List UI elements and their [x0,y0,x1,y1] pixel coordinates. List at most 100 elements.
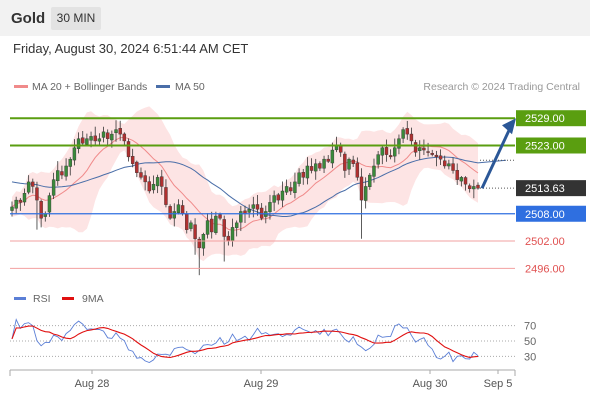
candle-body [239,211,243,223]
candle-body [351,159,355,164]
candle-body [322,158,326,169]
candle-body [130,155,135,164]
candle-body [110,133,114,141]
target-label: 2502.00 [525,236,565,248]
candle-body [64,165,68,177]
candle-body [268,202,272,213]
candle-body [451,163,455,171]
candle-body [39,201,43,219]
candle-body [22,193,27,203]
candle-body [376,154,380,165]
candle-body [438,155,443,160]
candle-body [105,132,110,139]
chart-timestamp: Friday, August 30, 2024 6:51:44 AM CET [13,41,249,56]
candle-body [472,186,476,190]
rsi-legend: RSI 9MA [14,293,104,305]
candle-body [10,206,14,211]
candle-body [18,199,23,203]
candle-body [47,195,52,213]
candle-body [185,214,189,230]
candle-body [35,187,39,201]
candle-body [226,235,231,242]
candle-body [193,224,197,239]
current-price-label: 2513.63 [525,183,565,195]
candle-body [405,128,409,135]
rsi-tick-label: 70 [524,321,536,333]
candle-body [72,147,77,161]
resistance-label: 2523.00 [525,141,565,153]
candle-body [143,175,147,183]
candle-body [222,219,226,237]
candle-body [401,129,405,139]
candle-body [459,177,464,182]
candle-body [160,176,164,187]
candle-body [155,177,160,187]
candle-body [189,222,193,229]
candle-body [97,138,102,142]
candle-body [68,158,72,167]
candle-body [31,181,35,187]
x-tick-label: Aug 28 [75,378,110,390]
main-price-pane [10,106,507,276]
candle-body [380,147,385,156]
candle-body [280,190,285,201]
resistance-label-box [516,110,586,127]
support-label: 2508.00 [525,209,565,221]
candle-body [135,161,139,173]
candle-body [247,208,251,213]
candle-body [289,187,293,192]
ma20-line [11,136,479,231]
candle-body [476,184,480,189]
candle-body [363,186,368,201]
x-tick-label: Aug 30 [413,378,448,390]
candle-body [51,179,56,196]
candle-body [455,170,459,180]
candle-body [81,137,85,144]
current-price-box [516,180,586,197]
candle-body [326,158,330,162]
rsi-tick-label: 30 [524,351,536,363]
candle-body [393,147,397,157]
chart-header-bar: Gold 30 MIN [0,0,590,36]
ma50-legend-swatch [156,85,170,88]
rsi-legend-swatch [14,297,26,300]
forecast-arrow-head [502,118,516,135]
candle-body [85,138,89,145]
candle-body [14,199,18,209]
candle-body [118,128,122,135]
rsi-line [11,318,479,363]
resistance-label-box [516,137,586,154]
timeframe-button[interactable]: 30 MIN [51,7,101,30]
candle-body [434,154,439,158]
price-levels: 2529.00 2523.00 2513.63 2508.00 2502.00 2496.… [10,110,586,275]
x-axis: Aug 28 Aug 29 Aug 30 Sep 5 [9,369,516,390]
candle-body [255,204,260,210]
candle-body [210,218,214,233]
candle-body [60,171,64,176]
candle-body [368,174,372,187]
candle-body [338,145,343,153]
copyright-text: Research © 2024 Trading Central [423,81,580,93]
candle-body [297,172,301,184]
candle-body [388,155,393,158]
candle-body [272,195,276,203]
candle-body [214,215,218,233]
candle-body [276,194,280,201]
candle-body [318,163,322,169]
candle-body [447,163,451,167]
candle-body [314,163,318,172]
candle-body [139,172,143,178]
candle-body [89,136,93,141]
candle-body [413,142,418,153]
candle-body [284,186,289,193]
ma50-line [11,156,507,217]
candle-body [355,162,360,178]
rsi-ma-line [11,325,479,359]
rsi-ma-legend-swatch [62,297,74,300]
ma20-legend-swatch [14,85,28,88]
candle-body [147,181,152,192]
forecast-arrow-shaft [480,127,512,189]
candle-body [172,211,176,219]
rsi-tick-label: 50 [524,336,536,348]
